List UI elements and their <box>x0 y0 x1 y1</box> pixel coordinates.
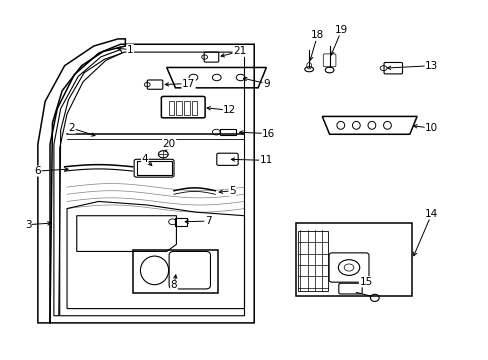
Text: 3: 3 <box>25 220 31 230</box>
Bar <box>220 129 235 135</box>
Bar <box>136 161 171 175</box>
Text: 5: 5 <box>228 186 235 196</box>
Text: 11: 11 <box>259 156 272 165</box>
Bar <box>169 101 174 114</box>
Text: 14: 14 <box>424 209 437 219</box>
Text: 17: 17 <box>182 78 195 89</box>
Text: 20: 20 <box>162 139 175 149</box>
Bar <box>175 218 187 226</box>
Text: 2: 2 <box>68 123 75 133</box>
Bar <box>297 231 327 291</box>
Bar <box>176 101 182 114</box>
Text: 12: 12 <box>223 105 236 115</box>
Text: 19: 19 <box>334 25 347 35</box>
Text: 4: 4 <box>141 154 148 163</box>
Bar <box>132 249 217 293</box>
Bar <box>192 101 197 114</box>
Text: 6: 6 <box>35 166 41 176</box>
Text: 8: 8 <box>170 280 177 291</box>
Bar <box>184 101 189 114</box>
Text: 18: 18 <box>310 30 324 40</box>
Text: 9: 9 <box>263 78 269 89</box>
Text: 10: 10 <box>424 123 437 133</box>
Text: 1: 1 <box>127 45 133 55</box>
Text: 16: 16 <box>262 129 275 139</box>
Text: 7: 7 <box>204 216 211 226</box>
Bar <box>295 223 411 296</box>
Text: 15: 15 <box>359 277 372 287</box>
Text: 21: 21 <box>233 46 246 57</box>
Text: 13: 13 <box>424 61 437 71</box>
